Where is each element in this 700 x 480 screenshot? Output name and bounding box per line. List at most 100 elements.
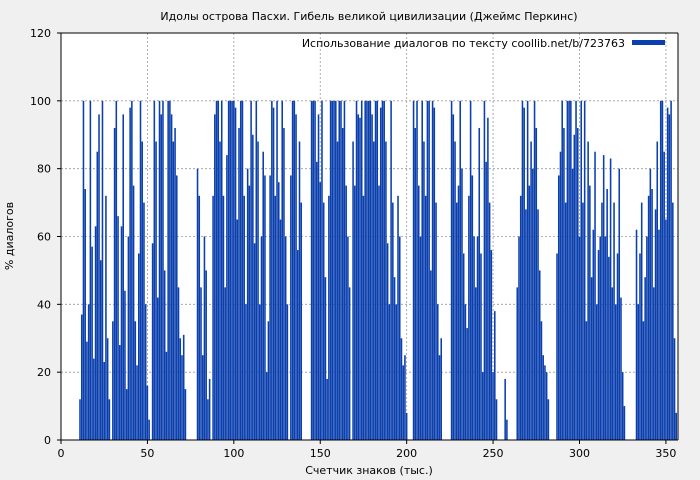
bar — [283, 127, 285, 440]
bar — [248, 185, 251, 440]
bar — [666, 107, 669, 440]
bar — [345, 185, 347, 440]
tick-labels: 0 50 100 150 200 250 300 350 0 20 40 60 80 100 120 — [30, 27, 676, 460]
bar — [132, 185, 135, 440]
bar — [99, 260, 102, 440]
bar — [392, 202, 394, 440]
bar — [601, 202, 603, 440]
bar — [127, 236, 130, 440]
bar — [646, 236, 648, 440]
bar — [276, 100, 278, 440]
bar — [274, 195, 277, 440]
bar — [182, 334, 185, 440]
bar — [545, 372, 548, 440]
bar — [383, 100, 385, 440]
bar — [613, 202, 615, 440]
grid-lines — [61, 33, 678, 440]
bar — [417, 185, 420, 440]
bar — [385, 141, 387, 441]
bar — [670, 100, 672, 440]
bar — [402, 365, 404, 440]
bar — [219, 141, 221, 441]
bar — [357, 114, 360, 441]
bar — [398, 236, 401, 440]
bar — [260, 236, 263, 440]
bar — [212, 195, 214, 440]
bar — [293, 100, 296, 440]
bar — [214, 114, 216, 441]
bar — [236, 219, 239, 440]
bar — [433, 107, 436, 440]
bar — [143, 202, 145, 440]
x-axis-label: Счетчик знаков (тыс.) — [305, 464, 433, 477]
bar — [157, 297, 159, 440]
bar — [559, 151, 562, 441]
bar — [89, 100, 92, 440]
bar — [504, 378, 506, 440]
bar — [169, 100, 171, 440]
bar — [561, 100, 563, 440]
chart-title: Идолы острова Пасхи. Гибель великой циви… — [160, 10, 577, 23]
bar — [198, 195, 201, 440]
bar — [480, 253, 482, 440]
bar — [151, 243, 154, 440]
bar — [272, 107, 275, 440]
bar — [117, 216, 119, 440]
bar — [281, 100, 283, 440]
bar — [322, 202, 325, 440]
bar — [298, 141, 301, 441]
bar — [454, 141, 456, 441]
bar — [602, 155, 605, 440]
bar — [640, 202, 643, 440]
bar — [578, 236, 581, 440]
bar — [450, 100, 453, 440]
bar — [265, 372, 268, 440]
bar — [526, 100, 529, 440]
bar — [226, 155, 228, 440]
bar — [456, 202, 458, 440]
bar — [490, 250, 493, 440]
bar — [492, 372, 494, 440]
bar — [200, 287, 202, 440]
bar — [557, 175, 560, 440]
bar — [120, 226, 123, 440]
x-tick-label: 50 — [140, 447, 154, 460]
bar — [286, 304, 289, 440]
bar — [395, 304, 398, 440]
bar — [379, 107, 382, 440]
bar — [352, 141, 354, 441]
bar — [594, 151, 596, 441]
bar — [316, 161, 318, 440]
y-tick-label: 60 — [37, 231, 51, 244]
bar — [423, 141, 425, 441]
bar — [148, 419, 150, 440]
bar — [296, 250, 299, 440]
bar — [162, 100, 164, 440]
bar — [84, 189, 86, 440]
bar — [424, 195, 427, 440]
bar — [376, 100, 379, 440]
bar — [374, 100, 377, 440]
bar — [566, 100, 569, 440]
bar — [341, 127, 344, 440]
bar — [124, 290, 126, 440]
bar — [207, 399, 209, 440]
bar — [538, 270, 541, 440]
bar — [229, 100, 232, 440]
bar — [571, 168, 574, 440]
bar — [222, 195, 225, 440]
bar — [518, 236, 520, 440]
bar — [146, 385, 149, 440]
bar — [220, 100, 223, 440]
bar — [609, 158, 612, 440]
bar — [573, 134, 576, 440]
bar — [528, 185, 531, 440]
bar — [519, 195, 522, 440]
bar — [163, 270, 166, 440]
bar — [485, 161, 487, 440]
bar — [644, 277, 646, 440]
bar — [255, 100, 258, 440]
bar — [335, 100, 337, 440]
bar — [620, 297, 622, 440]
